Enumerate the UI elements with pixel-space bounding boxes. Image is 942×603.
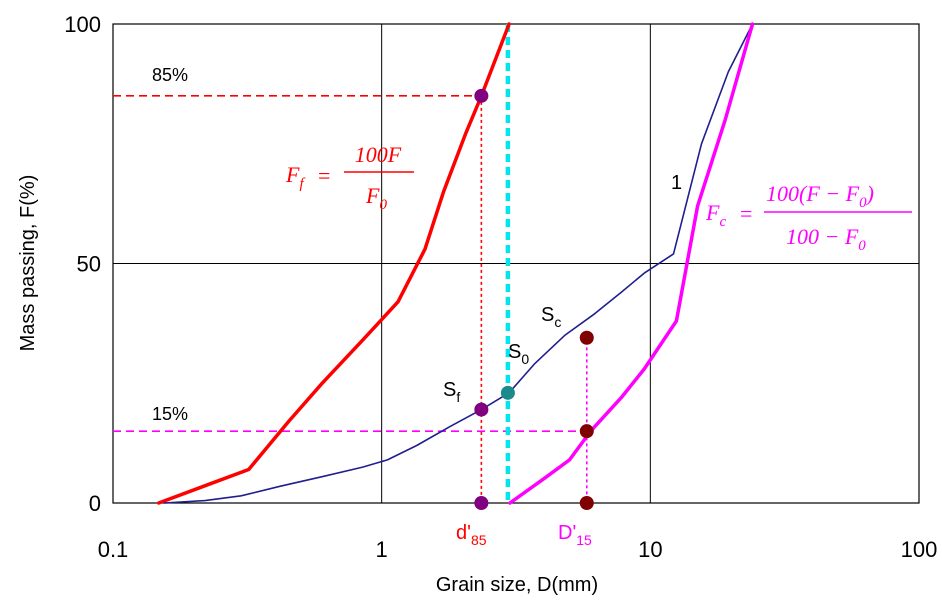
formula-fc-eq: = — [740, 201, 752, 226]
label-sc: Sc — [541, 304, 561, 330]
x-tick-label: 0.1 — [98, 537, 129, 562]
formula-fc-num: 100(F − F0) — [766, 181, 874, 211]
x-tick-label: 1 — [376, 537, 388, 562]
series-line-coarse — [508, 22, 755, 505]
label-sf-main: S — [443, 379, 456, 401]
label-d85-sub: 85 — [471, 532, 487, 548]
formula-ff-lhs: Ff — [285, 162, 305, 192]
formula-fc-den: 100 − F0 — [786, 224, 866, 254]
point-d85 — [474, 88, 489, 103]
y-tick-label: 0 — [89, 491, 101, 516]
label-d85-main: d' — [456, 522, 471, 544]
label-d15-main: D' — [558, 522, 576, 544]
point-d15 — [579, 424, 594, 439]
y-tick-label: 100 — [64, 12, 101, 37]
x-axis-label: Grain size, D(mm) — [436, 574, 598, 596]
y-axis-label: Mass passing, F(%) — [17, 175, 39, 352]
series-line-fine — [156, 22, 511, 505]
label-d15: D'15 — [558, 522, 592, 548]
label-s0-main: S — [508, 341, 521, 363]
formula-fc-lhs-main: F — [705, 200, 720, 225]
grid — [112, 23, 920, 504]
label-d15-sub: 15 — [576, 532, 592, 548]
formula-fc-den-main: 100 − F — [786, 224, 859, 249]
formula-fc-num-sub: 0 — [859, 195, 867, 211]
formula-fc-num-main: 100(F − F — [766, 181, 860, 206]
label-sf: Sf — [443, 379, 460, 405]
y-tick-label: 50 — [77, 252, 101, 277]
formula-fc-lhs: Fc — [705, 200, 726, 230]
x-tick-label: 100 — [901, 537, 938, 562]
x-tick-label: 10 — [638, 537, 662, 562]
formula-fc-num-close: ) — [865, 181, 874, 206]
point-sc — [579, 330, 594, 345]
formula-ff-den: F0 — [365, 183, 387, 213]
point-d85_axis — [474, 496, 489, 510]
point-d15_axis — [579, 496, 594, 510]
formula-fc: Fc = 100(F − F0) 100 − F0 — [705, 181, 912, 254]
point-sf — [474, 402, 489, 417]
ref-label-15: 15% — [152, 404, 188, 424]
label-s0: S0 — [508, 341, 529, 367]
plot-frame — [112, 23, 920, 504]
formula-ff-den-main: F — [365, 183, 380, 208]
label-s0-sub: 0 — [521, 351, 529, 367]
label-sc-sub: c — [554, 314, 561, 330]
formula-fc-den-sub: 0 — [858, 238, 866, 254]
label-sc-main: S — [541, 304, 554, 326]
series-group — [156, 22, 755, 505]
formula-ff-num: 100F — [355, 142, 402, 167]
formula-ff-lhs-main: F — [285, 162, 300, 187]
curve-label-1: 1 — [671, 172, 682, 194]
ref-label-85: 85% — [152, 65, 188, 85]
formula-fc-lhs-sub: c — [719, 214, 726, 230]
points-group — [474, 88, 594, 510]
formula-ff-den-sub: 0 — [379, 197, 387, 213]
reference-lines — [113, 24, 588, 503]
label-sf-sub: f — [456, 389, 460, 405]
formula-ff-lhs-sub: f — [299, 176, 305, 192]
series-line-whole — [163, 23, 754, 504]
label-d85: d'85 — [456, 522, 487, 548]
point-s0 — [500, 385, 515, 400]
formula-ff: Ff = 100F F0 — [285, 142, 414, 213]
formula-ff-eq: = — [318, 163, 330, 188]
